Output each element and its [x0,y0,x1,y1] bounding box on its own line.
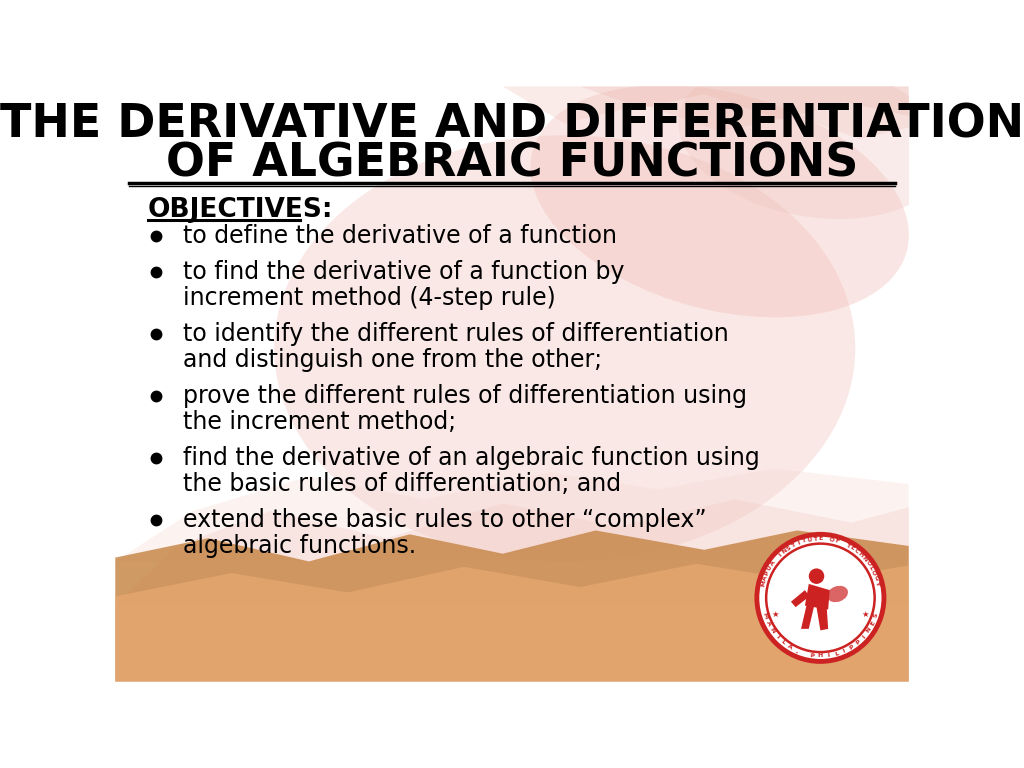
PathPatch shape [116,564,908,681]
Text: A: A [762,574,768,581]
Text: to define the derivative of a function: to define the derivative of a function [183,224,617,248]
Text: L: L [780,639,786,646]
Text: I: I [827,653,830,658]
Text: M: M [760,580,767,587]
Text: I: I [777,552,782,558]
Circle shape [757,535,884,661]
PathPatch shape [116,531,908,681]
Text: A: A [765,620,771,627]
Circle shape [766,544,874,652]
Text: P: P [810,653,815,658]
Text: ,: , [795,648,799,654]
Ellipse shape [274,135,855,561]
Text: N: N [780,548,787,555]
Text: P: P [764,570,770,576]
Text: L: L [868,565,874,571]
Text: A: A [769,560,776,567]
Text: N: N [769,627,776,634]
Text: P: P [854,639,861,646]
Text: T: T [844,542,850,548]
Circle shape [809,568,824,584]
Text: I: I [842,648,846,654]
Text: U: U [806,537,812,543]
Ellipse shape [530,85,909,317]
Text: G: G [872,574,879,581]
Text: T: T [802,538,807,545]
Text: H: H [857,551,864,558]
Text: algebraic functions.: algebraic functions. [183,534,417,558]
PathPatch shape [116,468,908,561]
PathPatch shape [116,499,908,604]
PathPatch shape [503,87,908,139]
Text: the basic rules of differentiation; and: the basic rules of differentiation; and [183,472,622,496]
Text: increment method (4-step rule): increment method (4-step rule) [183,286,556,310]
Ellipse shape [679,59,947,219]
Text: I: I [774,634,780,639]
Polygon shape [805,584,829,610]
Text: I: I [861,634,866,639]
Polygon shape [801,606,814,629]
Text: S: S [785,545,793,551]
Text: E: E [849,545,855,551]
Text: H: H [818,654,823,658]
Polygon shape [816,606,828,631]
Text: T: T [813,537,817,542]
Text: P: P [848,644,854,650]
Text: F: F [835,538,840,545]
Text: THE DERIVATIVE AND DIFFERENTIATION: THE DERIVATIVE AND DIFFERENTIATION [0,103,1024,147]
Polygon shape [791,590,810,607]
Text: prove the different rules of differentiation using: prove the different rules of differentia… [183,385,748,409]
Text: E: E [869,621,876,627]
Text: extend these basic rules to other “complex”: extend these basic rules to other “compl… [183,508,708,532]
PathPatch shape [581,87,908,120]
Text: N: N [861,555,868,563]
Text: N: N [865,627,872,634]
Text: L: L [834,650,839,657]
Text: S: S [872,613,879,619]
Text: ★: ★ [771,610,779,619]
Text: T: T [791,542,797,548]
Text: O: O [864,560,871,567]
Text: to find the derivative of a function by: to find the derivative of a function by [183,260,625,284]
Text: ★: ★ [862,610,869,619]
Text: M: M [762,612,768,620]
Text: the increment method;: the increment method; [183,410,457,434]
Text: Y: Y [874,581,881,586]
Ellipse shape [827,586,848,602]
Text: A: A [786,644,793,650]
Text: OF ALGEBRAIC FUNCTIONS: OF ALGEBRAIC FUNCTIONS [166,141,858,187]
Text: I: I [797,541,801,546]
Text: C: C [853,548,860,554]
Text: and distinguish one from the other;: and distinguish one from the other; [183,348,602,372]
Text: OBJECTIVES:: OBJECTIVES: [147,197,333,223]
Text: O: O [870,569,878,576]
Text: E: E [818,537,822,541]
Text: O: O [828,537,835,543]
Text: U: U [766,564,773,571]
Text: to identify the different rules of differentiation: to identify the different rules of diffe… [183,323,729,346]
Text: find the derivative of an algebraic function using: find the derivative of an algebraic func… [183,446,760,470]
